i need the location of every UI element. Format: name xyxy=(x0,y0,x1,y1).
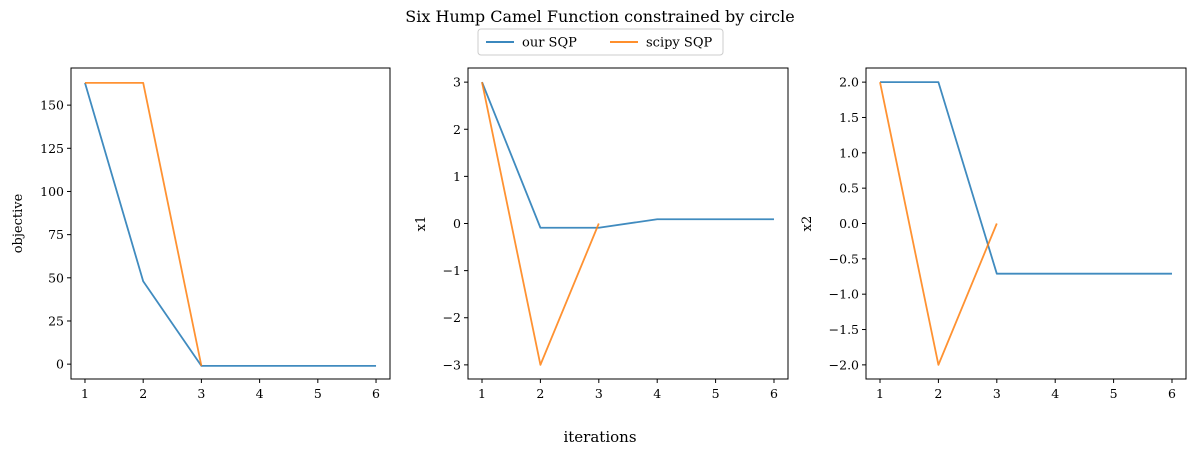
y-tick-label: 125 xyxy=(40,141,64,156)
series-line-scipy-sqp-objective xyxy=(84,81,203,367)
y-tick-label: 0 xyxy=(453,216,461,231)
y-tick-label: 75 xyxy=(48,227,64,242)
x-tick-label: 2 xyxy=(934,386,942,401)
y-tick-label: −1 xyxy=(443,263,461,278)
legend: our SQP scipy SQP xyxy=(477,28,724,56)
y-tick-label: 1.5 xyxy=(839,110,859,125)
y-axis-label-x2: x2 xyxy=(800,216,815,232)
series-line-our-sqp-objective xyxy=(84,82,377,367)
x-tick-label: 5 xyxy=(1110,386,1118,401)
y-tick-label: 150 xyxy=(40,98,64,113)
y-tick-label: 3 xyxy=(453,75,461,90)
figure-xlabel: iterations xyxy=(563,428,636,446)
figure-title: Six Hump Camel Function constrained by c… xyxy=(405,7,794,26)
axes-objective: 1 2 3 4 5 6 0 25 50 75 100 125 150 objective xyxy=(11,67,391,401)
series-line-our-sqp-x1 xyxy=(481,81,774,229)
y-tick-label: 1 xyxy=(453,169,461,184)
series-line-our-sqp-x2 xyxy=(880,81,1172,275)
y-tick-label: −3 xyxy=(443,357,461,372)
axes-frame-objective xyxy=(70,67,391,380)
y-tick-label: 25 xyxy=(48,313,64,328)
y-tick-label: −1.0 xyxy=(829,287,859,302)
legend-label-scipy-sqp: scipy SQP xyxy=(646,36,712,51)
y-tick-label: −2 xyxy=(443,310,461,325)
y-tick-label: −2.0 xyxy=(829,357,859,372)
x-tick-label: 6 xyxy=(770,386,778,401)
x-tick-label: 5 xyxy=(712,386,720,401)
y-tick-label: −1.5 xyxy=(829,322,859,337)
axes-x2: 1 2 3 4 5 6 −2.0 −1.5 −1.0 −0.5 0.0 0.5 1.0 1.5 2.0 x2 xyxy=(800,67,1187,401)
y-tick-label: 2.0 xyxy=(839,75,859,90)
legend-label-our-sqp: our SQP xyxy=(522,36,577,51)
y-tick-label: 0 xyxy=(56,357,64,372)
x-tick-label: 3 xyxy=(595,386,603,401)
x-tick-label: 3 xyxy=(993,386,1001,401)
y-tick-label: 100 xyxy=(40,184,64,199)
y-tick-label: −0.5 xyxy=(829,251,859,266)
y-tick-label: 2 xyxy=(453,122,461,137)
y-axis-label-objective: objective xyxy=(11,193,26,253)
x-tick-label: 1 xyxy=(81,386,89,401)
axes-frame-x2 xyxy=(865,67,1187,380)
x-tick-label: 6 xyxy=(1168,386,1176,401)
legend-frame xyxy=(477,28,724,56)
y-tick-label: 0.0 xyxy=(839,216,859,231)
x-tick-label: 4 xyxy=(1051,386,1059,401)
x-tick-label: 1 xyxy=(478,386,486,401)
x-tick-label: 2 xyxy=(139,386,147,401)
x-tick-label: 6 xyxy=(372,386,380,401)
axes-x1: 1 2 3 4 5 6 −3 −2 −1 0 1 2 3 x1 xyxy=(414,67,789,401)
y-tick-label: 0.5 xyxy=(839,181,859,196)
series-line-scipy-sqp-x2 xyxy=(879,81,998,366)
y-tick-label: 1.0 xyxy=(839,145,859,160)
series-line-scipy-sqp-x1 xyxy=(481,81,600,366)
x-tick-label: 4 xyxy=(653,386,661,401)
x-tick-label: 3 xyxy=(197,386,205,401)
x-tick-label: 2 xyxy=(536,386,544,401)
y-tick-label: 50 xyxy=(48,270,64,285)
x-tick-label: 4 xyxy=(256,386,264,401)
y-axis-label-x1: x1 xyxy=(414,216,429,232)
x-tick-label: 1 xyxy=(876,386,884,401)
x-tick-label: 5 xyxy=(314,386,322,401)
